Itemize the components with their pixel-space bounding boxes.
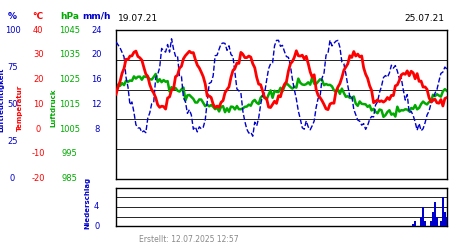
Bar [412,224,414,226]
Text: 30: 30 [33,50,44,59]
Text: Temperatur: Temperatur [17,84,23,130]
Text: 40: 40 [33,26,44,35]
Text: Luftdruck: Luftdruck [50,88,56,127]
Bar [432,212,434,226]
Bar [430,222,432,226]
Bar [442,197,444,226]
Text: 24: 24 [91,26,102,35]
Bar [420,216,422,226]
Bar [422,207,424,226]
Text: 1015: 1015 [59,100,80,109]
Text: mm/h: mm/h [82,12,111,21]
Bar [436,216,438,226]
Text: 1025: 1025 [59,75,80,84]
Text: 1035: 1035 [59,50,80,59]
Text: -20: -20 [32,174,45,183]
Text: 16: 16 [91,75,102,84]
Text: 0: 0 [10,174,15,183]
Text: 75: 75 [7,63,18,72]
Text: °C: °C [33,12,44,21]
Text: 20: 20 [33,75,44,84]
Text: 995: 995 [62,150,77,158]
Text: hPa: hPa [60,12,79,21]
Text: 20: 20 [91,50,102,59]
Text: Luftfeuchtigkeit: Luftfeuchtigkeit [0,68,4,132]
Text: 100: 100 [4,26,21,35]
Text: 1005: 1005 [59,125,80,134]
Text: %: % [8,12,17,21]
Text: 0: 0 [94,222,99,231]
Text: 8: 8 [94,125,99,134]
Text: 12: 12 [91,100,102,109]
Text: 4: 4 [94,202,99,211]
Text: Niederschlag: Niederschlag [85,176,91,229]
Text: 19.07.21: 19.07.21 [118,14,158,23]
Bar [434,202,436,226]
Bar [444,212,446,226]
Text: 25: 25 [7,137,18,146]
Text: 1045: 1045 [59,26,80,35]
Text: -10: -10 [32,150,45,158]
Text: 985: 985 [62,174,78,183]
Text: 25.07.21: 25.07.21 [405,14,445,23]
Bar [440,222,442,226]
Text: 10: 10 [33,100,44,109]
Bar [424,222,426,226]
Text: 0: 0 [36,125,41,134]
Text: Erstellt: 12.07.2025 12:57: Erstellt: 12.07.2025 12:57 [139,236,238,244]
Bar [414,222,416,226]
Text: 50: 50 [7,100,18,109]
Bar [446,216,448,226]
